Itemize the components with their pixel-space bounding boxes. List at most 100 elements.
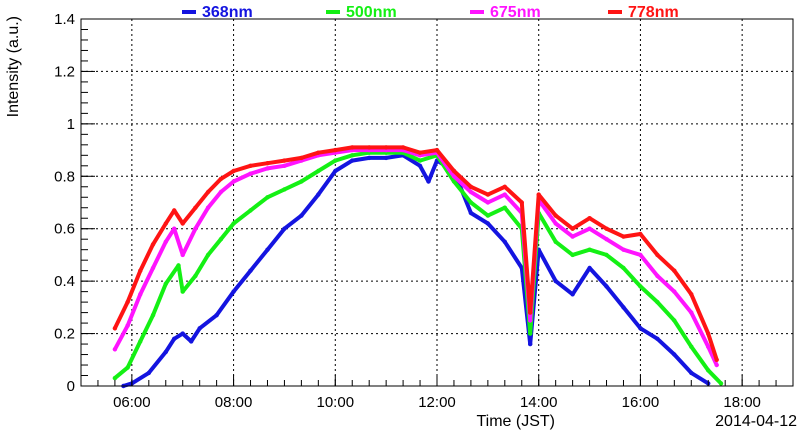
data-point	[265, 161, 270, 166]
legend-label: 500nm	[346, 4, 397, 21]
series-500nm	[112, 150, 724, 386]
data-point	[218, 176, 224, 182]
data-point	[112, 375, 118, 381]
data-point	[714, 362, 719, 368]
y-tick-label: 0.2	[54, 326, 75, 343]
data-point	[150, 242, 156, 247]
series-368nm	[121, 153, 711, 389]
data-point	[265, 166, 270, 171]
y-tick-label: 1.4	[54, 11, 75, 28]
data-point	[468, 210, 474, 216]
data-point	[189, 339, 194, 344]
data-point	[621, 305, 626, 310]
data-point	[417, 158, 423, 163]
data-point	[299, 213, 304, 218]
legend-label: 368nm	[202, 4, 253, 21]
data-point	[231, 179, 236, 184]
data-point	[689, 292, 694, 297]
data-point	[163, 221, 168, 226]
data-point	[468, 184, 474, 189]
data-point	[383, 145, 389, 150]
data-point	[193, 205, 198, 210]
x-tick-label: 16:00	[622, 394, 660, 411]
data-point	[570, 252, 575, 258]
data-point	[218, 237, 224, 242]
data-point	[150, 265, 156, 271]
y-tick-label: 0.4	[54, 273, 75, 290]
series-675nm	[112, 147, 719, 368]
data-point	[172, 336, 177, 341]
data-point	[350, 158, 355, 163]
data-point	[248, 163, 253, 168]
data-point	[604, 237, 609, 242]
data-point	[163, 281, 168, 286]
data-point	[146, 370, 151, 376]
data-point	[176, 263, 181, 268]
data-point	[367, 145, 372, 150]
data-point	[112, 326, 118, 331]
data-point	[282, 226, 287, 231]
data-point	[248, 268, 253, 273]
x-tick-label: 08:00	[215, 394, 253, 411]
data-point	[316, 168, 321, 174]
series-layer	[112, 145, 724, 389]
x-tick-label: 06:00	[113, 394, 151, 411]
data-point	[638, 252, 643, 258]
data-point	[485, 200, 491, 205]
data-point	[163, 239, 168, 244]
data-point	[655, 273, 660, 279]
series-line	[121, 153, 711, 388]
data-point	[706, 344, 711, 349]
data-point	[417, 163, 423, 168]
data-point	[714, 357, 719, 362]
data-point	[672, 318, 677, 323]
data-point	[400, 145, 406, 150]
data-point	[621, 265, 626, 271]
data-point	[451, 168, 457, 174]
data-point	[383, 155, 389, 161]
data-point	[282, 163, 287, 168]
data-point	[265, 247, 270, 252]
data-point	[655, 299, 660, 305]
data-point	[265, 195, 270, 200]
data-point	[587, 247, 592, 252]
data-point	[333, 168, 338, 174]
x-tick-label: 18:00	[723, 394, 761, 411]
data-point	[367, 155, 372, 161]
data-point	[172, 226, 177, 231]
data-point	[689, 344, 694, 349]
data-point	[350, 145, 355, 150]
data-point	[248, 171, 253, 176]
data-point	[125, 365, 130, 370]
data-point	[706, 368, 711, 373]
data-point	[587, 216, 592, 221]
data-point	[180, 221, 185, 226]
x-tick-label: 14:00	[520, 394, 558, 411]
data-point	[112, 347, 118, 352]
data-point	[125, 323, 130, 328]
data-point	[672, 289, 677, 294]
data-point	[502, 184, 507, 189]
data-point	[672, 352, 677, 357]
data-point	[553, 213, 558, 218]
data-point	[205, 252, 211, 258]
data-point	[299, 179, 304, 184]
data-point	[138, 339, 143, 344]
x-axis-label: Time (JST)	[476, 413, 555, 430]
data-point	[528, 331, 533, 336]
data-point	[333, 147, 338, 153]
y-tick-label: 0.6	[54, 221, 75, 238]
data-point	[150, 313, 156, 318]
data-point	[528, 310, 533, 315]
data-point	[655, 252, 660, 258]
data-point	[587, 265, 592, 271]
y-axis-label: Intensity (a.u.)	[5, 16, 22, 117]
data-point	[434, 147, 440, 153]
data-point	[570, 234, 575, 239]
data-point	[218, 189, 224, 195]
data-point	[468, 200, 474, 205]
data-point	[231, 168, 236, 174]
data-point	[451, 179, 457, 184]
series-line	[112, 145, 719, 362]
